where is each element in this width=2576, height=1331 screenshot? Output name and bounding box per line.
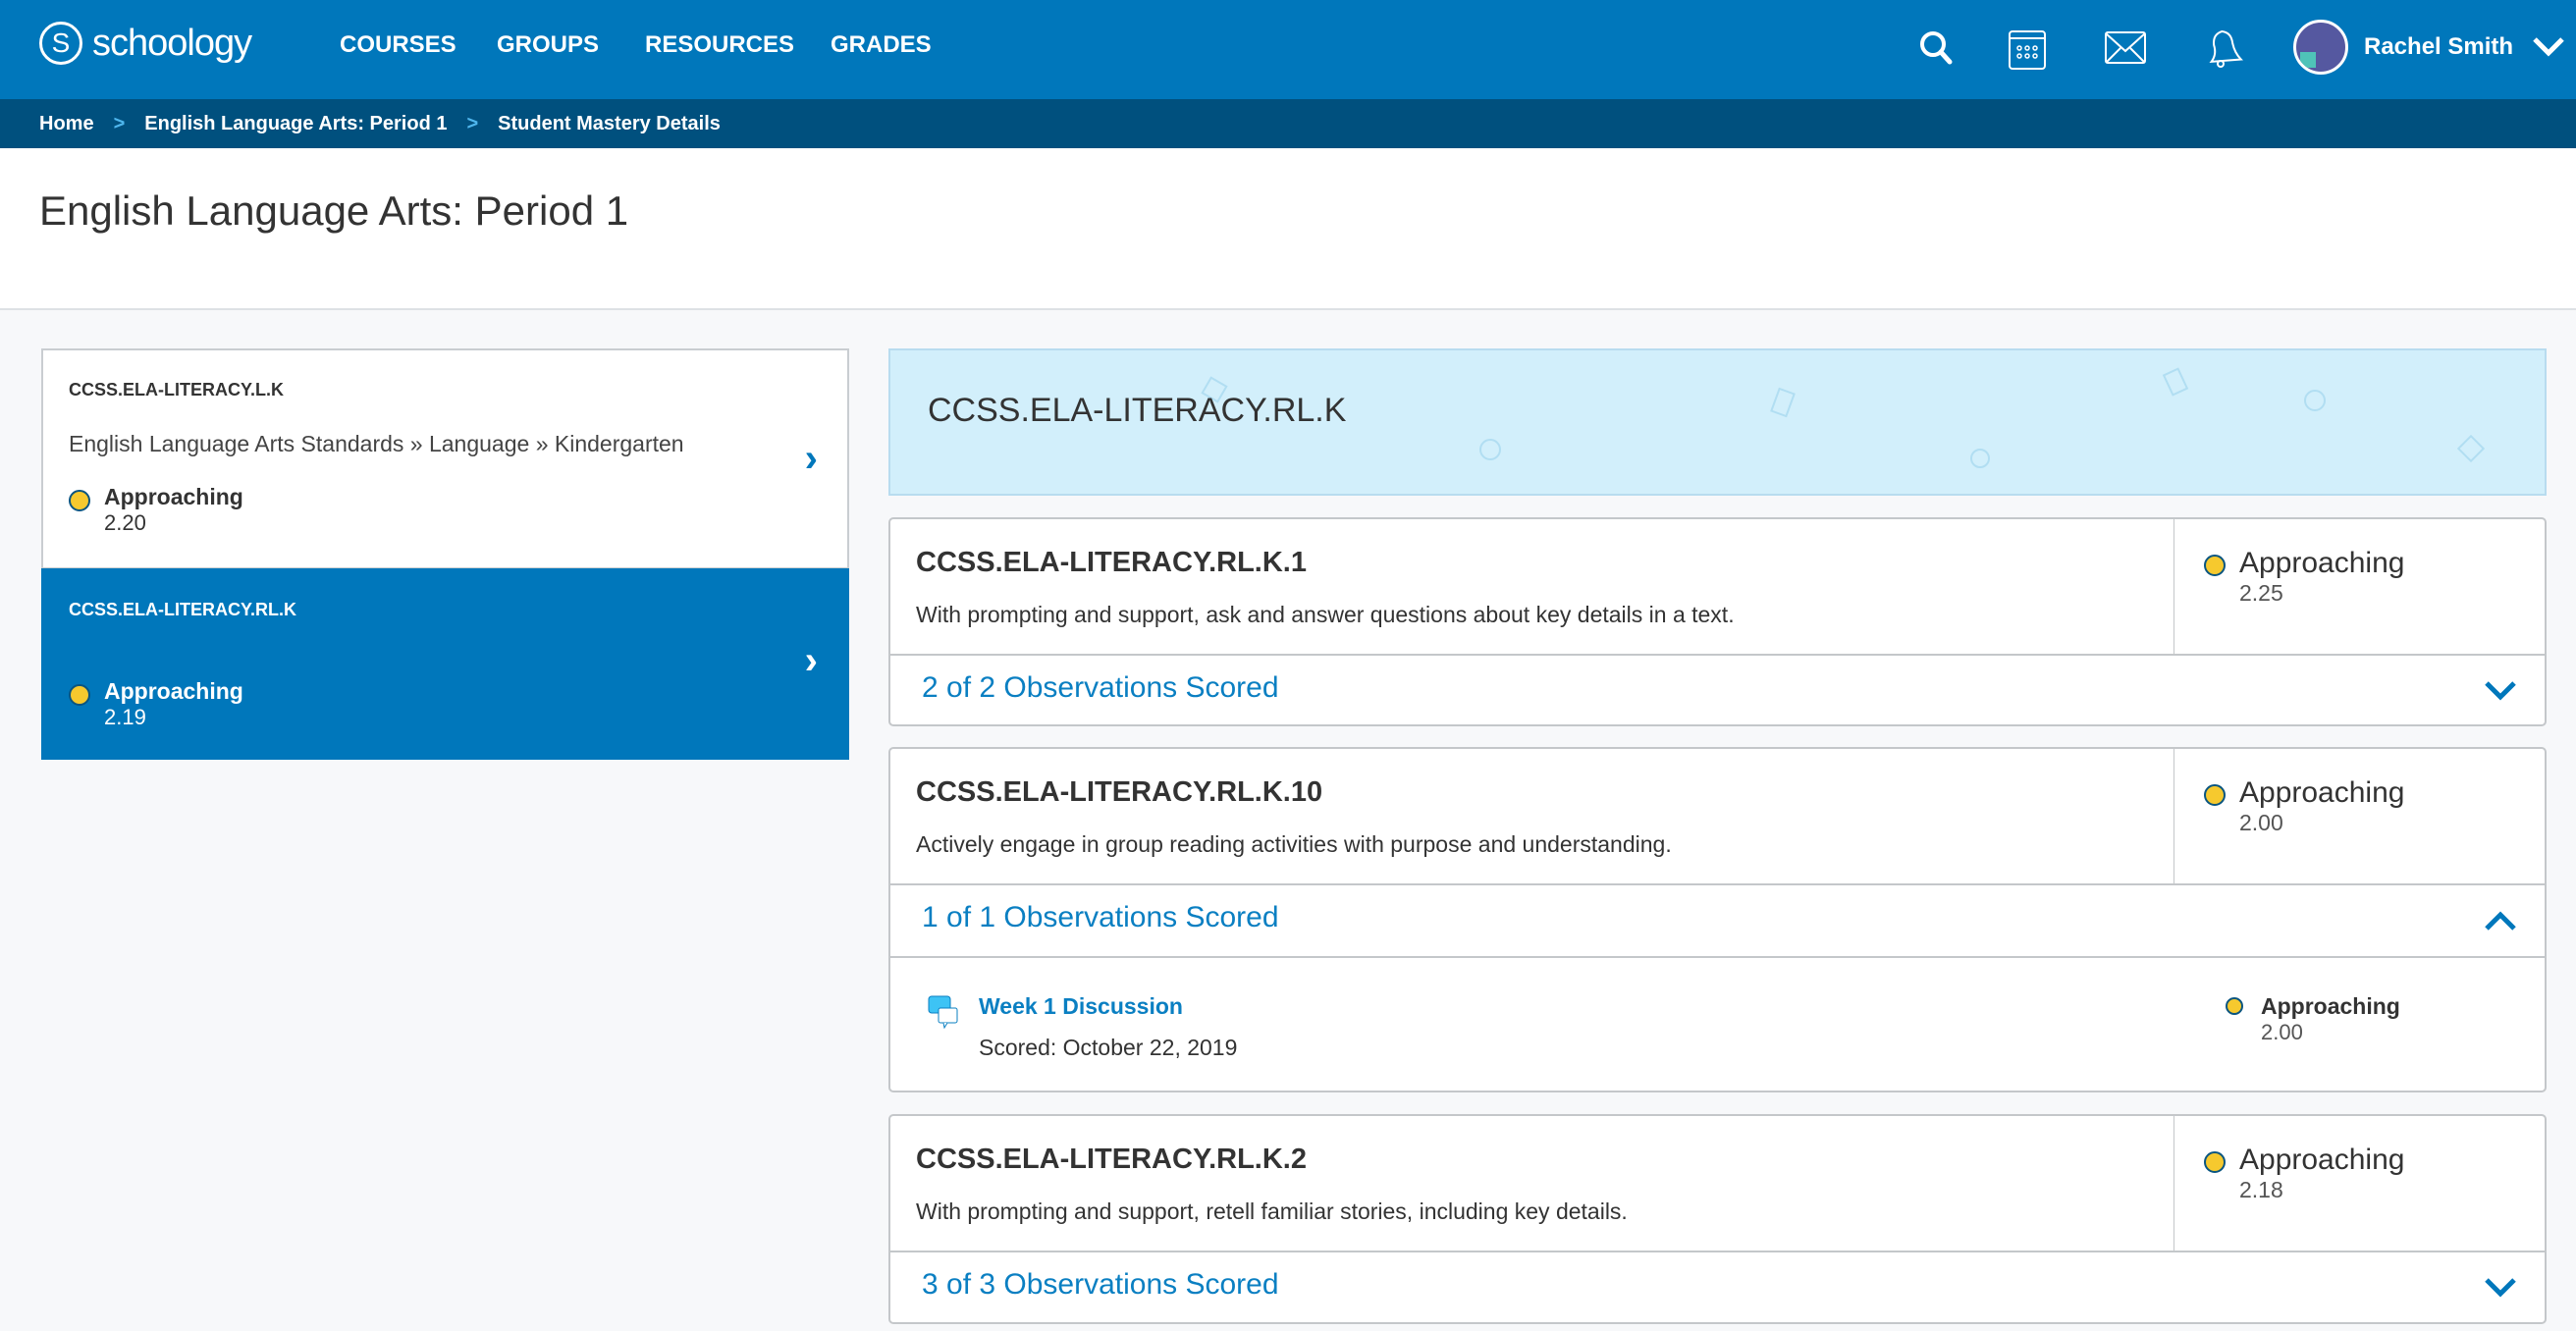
- status-label: Approaching: [104, 484, 243, 509]
- chevron-down-icon: [2485, 681, 2516, 701]
- status-label: Approaching: [2239, 776, 2405, 809]
- breadcrumb-course[interactable]: English Language Arts: Period 1: [144, 112, 448, 134]
- nav-courses[interactable]: COURSES: [340, 31, 456, 58]
- nav-groups[interactable]: GROUPS: [497, 31, 600, 58]
- observation-link[interactable]: Week 1 Discussion: [979, 993, 1183, 1019]
- standard-code: CCSS.ELA-LITERACY.RL.K: [69, 600, 297, 619]
- standard-description: With prompting and support, retell famil…: [916, 1198, 1628, 1224]
- standard-description: Actively engage in group reading activit…: [916, 831, 1672, 857]
- mail-icon[interactable]: [2101, 24, 2150, 73]
- approaching-dot-icon: [2226, 997, 2243, 1015]
- status-score: 2.00: [2261, 1020, 2303, 1044]
- observation-item: Week 1 Discussion Scored: October 22, 20…: [890, 956, 2545, 1093]
- approaching-dot-icon: [2204, 555, 2226, 576]
- status-score: 2.00: [2239, 810, 2283, 835]
- status-score: 2.18: [2239, 1177, 2283, 1202]
- nav-resources[interactable]: RESOURCES: [645, 31, 795, 58]
- page-title: English Language Arts: Period 1: [39, 187, 629, 234]
- observation-status: Approaching 2.00: [2226, 993, 2400, 1045]
- mastery-status: Approaching 2.19: [69, 678, 243, 730]
- mastery-status: Approaching 2.25: [2204, 547, 2404, 607]
- status-label: Approaching: [2239, 547, 2405, 579]
- chevron-right-icon: ›: [804, 437, 818, 480]
- mastery-status: Approaching 2.18: [2204, 1144, 2404, 1203]
- observations-toggle[interactable]: 2 of 2 Observations Scored: [890, 656, 2545, 726]
- observations-label: 2 of 2 Observations Scored: [922, 671, 1279, 704]
- approaching-dot-icon: [2204, 784, 2226, 806]
- avatar: [2293, 20, 2348, 75]
- status-score: 2.19: [104, 705, 146, 729]
- mastery-status: Approaching 2.20: [69, 484, 243, 536]
- standard-code: CCSS.ELA-LITERACY.RL.K.1: [916, 547, 1307, 578]
- observations-toggle[interactable]: 1 of 1 Observations Scored: [890, 885, 2545, 956]
- chevron-down-icon: [2485, 1278, 2516, 1298]
- discussion-icon: [928, 995, 958, 1029]
- breadcrumb-separator: >: [466, 112, 479, 134]
- observations-toggle[interactable]: 3 of 3 Observations Scored: [890, 1252, 2545, 1323]
- standard-code: CCSS.ELA-LITERACY.RL.K.2: [916, 1144, 1307, 1175]
- sidebar-standard-item[interactable]: CCSS.ELA-LITERACY.L.K English Language A…: [41, 348, 849, 569]
- breadcrumb-separator: >: [113, 112, 126, 134]
- breadcrumb: Home > English Language Arts: Period 1 > S…: [0, 99, 2576, 148]
- sidebar-standard-item-selected[interactable]: CCSS.ELA-LITERACY.RL.K Approaching 2.19 ›: [41, 568, 849, 760]
- standard-card: CCSS.ELA-LITERACY.RL.K.1 With prompting a…: [888, 517, 2547, 726]
- standard-path: English Language Arts Standards » Langua…: [69, 431, 684, 456]
- standard-card: CCSS.ELA-LITERACY.RL.K.2 With prompting a…: [888, 1114, 2547, 1324]
- bell-icon[interactable]: [2199, 24, 2248, 73]
- banner-title: CCSS.ELA-LITERACY.RL.K: [928, 392, 1347, 429]
- approaching-dot-icon: [2204, 1151, 2226, 1173]
- standard-code: CCSS.ELA-LITERACY.L.K: [69, 380, 285, 399]
- approaching-dot-icon: [69, 684, 90, 706]
- standard-code: CCSS.ELA-LITERACY.RL.K.10: [916, 776, 1323, 808]
- breadcrumb-home[interactable]: Home: [39, 112, 94, 134]
- chevron-up-icon: [2485, 911, 2516, 931]
- calendar-icon[interactable]: [2003, 24, 2052, 73]
- observations-label: 1 of 1 Observations Scored: [922, 901, 1279, 933]
- standard-description: With prompting and support, ask and answ…: [916, 602, 1735, 627]
- observations-label: 3 of 3 Observations Scored: [922, 1268, 1279, 1301]
- status-score: 2.20: [104, 510, 146, 535]
- status-label: Approaching: [104, 678, 243, 704]
- chevron-down-icon: [2533, 37, 2564, 57]
- status-score: 2.25: [2239, 580, 2283, 606]
- chevron-right-icon: ›: [804, 639, 818, 682]
- logo-s-icon: S: [39, 22, 82, 65]
- standard-card: CCSS.ELA-LITERACY.RL.K.10 Actively engage…: [888, 747, 2547, 1092]
- standard-banner: CCSS.ELA-LITERACY.RL.K: [888, 348, 2547, 496]
- search-icon[interactable]: [1912, 24, 1961, 73]
- breadcrumb-current: Student Mastery Details: [498, 112, 721, 134]
- status-label: Approaching: [2261, 993, 2400, 1019]
- approaching-dot-icon: [69, 490, 90, 511]
- user-menu[interactable]: Rachel Smith: [2293, 20, 2566, 75]
- mastery-status: Approaching 2.00: [2204, 776, 2404, 836]
- nav-grades[interactable]: GRADES: [831, 31, 932, 58]
- status-label: Approaching: [2239, 1144, 2405, 1176]
- observation-scored-date: Scored: October 22, 2019: [979, 1035, 1238, 1060]
- title-bar: English Language Arts: Period 1: [0, 148, 2576, 310]
